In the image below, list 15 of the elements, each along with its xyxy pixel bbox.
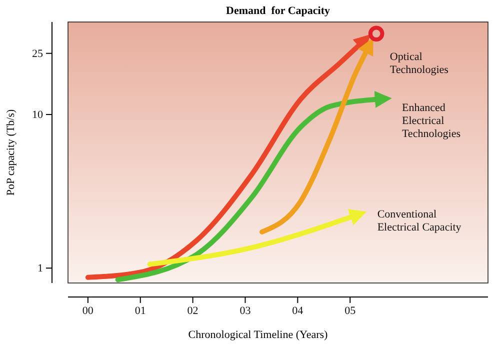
text: Optical Technologies: [390, 51, 448, 76]
text: Conventional Electrical Capacity: [377, 208, 462, 234]
y-tick-label: 1: [38, 262, 43, 275]
x-tick-label: 00: [82, 304, 94, 317]
y-tick-label: 10: [32, 109, 44, 122]
chart-title: Demand for Capacity: [226, 5, 330, 17]
y-tick-label: 25: [32, 48, 44, 60]
x-tick-label: 05: [344, 304, 356, 317]
y-axis-title: PoP capacity (Tb/s): [5, 108, 17, 196]
x-tick-label: 01: [134, 304, 146, 317]
x-tick-label: 02: [187, 304, 198, 317]
x-axis-title: Chronological Timeline (Years): [188, 329, 328, 341]
text: Enhanced Electrical Technologies: [402, 102, 460, 140]
x-tick-label: 03: [240, 304, 252, 317]
x-tick-label: 04: [292, 304, 304, 317]
